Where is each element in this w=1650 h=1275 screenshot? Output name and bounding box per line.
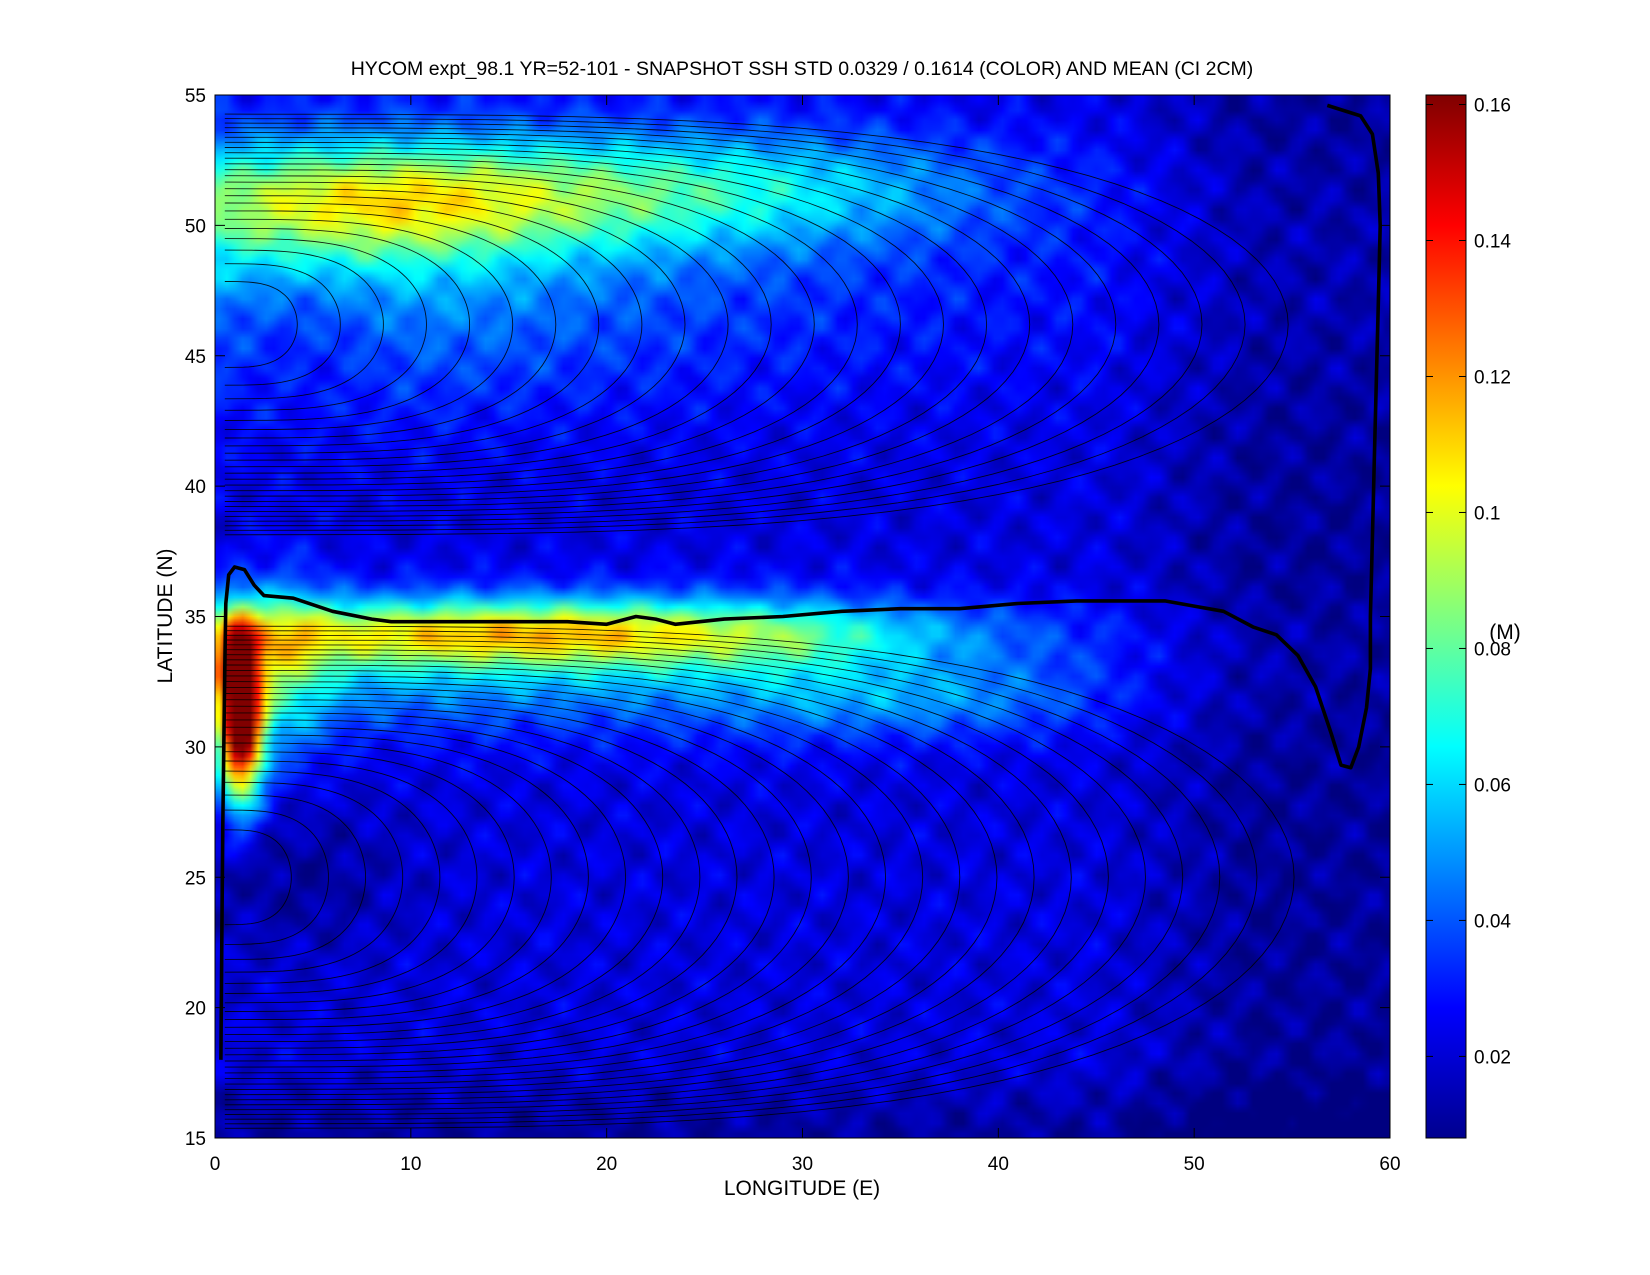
x-axis: 0 10 20 30 40 50 60 — [210, 95, 1401, 1175]
mean-ssh-contour — [224, 686, 849, 1068]
mean-ssh-contour — [224, 181, 729, 468]
mean-ssh-contour — [224, 719, 664, 1036]
mean-ssh-contour — [224, 157, 901, 492]
mean-ssh-contour — [224, 726, 627, 1028]
colorbar-tick-label: 0.16 — [1474, 96, 1511, 117]
y-axis: 15 20 25 30 35 40 45 50 55 — [185, 86, 1390, 1150]
mean-ssh-contour — [224, 664, 998, 1090]
mean-ssh-contour — [224, 751, 515, 1004]
mean-ssh-contour — [224, 238, 427, 411]
y-tick-label: 15 — [185, 1129, 206, 1150]
y-tick-label: 50 — [185, 216, 206, 237]
mean-ssh-contour — [224, 195, 643, 454]
colorbar-ticks: 0.02 0.04 0.06 0.08 0.1 0.12 0.14 0.16 — [1426, 96, 1511, 1068]
x-tick-label: 40 — [988, 1154, 1009, 1175]
colorbar-unit-label: (M) — [1489, 621, 1520, 644]
mean-ssh-contour — [224, 809, 329, 945]
mean-ssh-contour — [224, 152, 944, 497]
mean-ssh-contours — [219, 103, 1382, 1129]
colorbar-tick-label: 0.04 — [1474, 911, 1511, 932]
mean-ssh-contour — [224, 127, 1160, 522]
zero-ssh-contour — [219, 103, 1382, 1060]
colorbar-tick-label: 0.02 — [1474, 1047, 1511, 1068]
colorbar-tick-label: 0.14 — [1474, 232, 1511, 253]
y-axis-label: LATITUDE (N) — [154, 549, 177, 684]
x-tick-label: 50 — [1184, 1154, 1205, 1175]
mean-ssh-contour — [224, 634, 1221, 1120]
mean-ssh-contour — [224, 169, 815, 480]
x-axis-label: LONGITUDE (E) — [724, 1177, 880, 1200]
mean-ssh-contour — [224, 141, 1031, 508]
mean-ssh-contour — [224, 163, 858, 486]
mean-ssh-contour — [224, 147, 988, 502]
mean-ssh-contour — [224, 218, 514, 431]
mean-ssh-contour — [224, 644, 1146, 1111]
mean-ssh-contour — [224, 699, 775, 1056]
y-tick-label: 30 — [185, 738, 206, 759]
mean-ssh-contour — [224, 770, 441, 984]
x-tick-label: 10 — [400, 1154, 421, 1175]
mean-ssh-contour — [224, 132, 1117, 517]
mean-ssh-contour — [224, 781, 404, 973]
colorbar-tick-label: 0.1 — [1474, 503, 1500, 524]
y-tick-label: 25 — [185, 868, 206, 889]
mean-ssh-contour — [224, 712, 701, 1043]
mean-ssh-contour — [224, 794, 367, 960]
mean-ssh-contour — [224, 249, 384, 400]
colorbar-tick-label: 0.12 — [1474, 367, 1511, 388]
x-tick-label: 0 — [210, 1154, 221, 1175]
mean-ssh-contour — [224, 659, 1035, 1096]
mean-ssh-contour — [224, 760, 478, 994]
mean-ssh-contour — [224, 681, 887, 1074]
colorbar — [1425, 94, 1467, 1139]
mean-ssh-contour — [224, 210, 557, 439]
mean-ssh-contour — [224, 675, 924, 1080]
mean-ssh-contour — [224, 654, 1072, 1101]
x-tick-label: 20 — [596, 1154, 617, 1175]
mean-ssh-contour — [224, 625, 1295, 1129]
mean-ssh-contour — [224, 228, 471, 421]
colorbar-tick-label: 0.08 — [1474, 639, 1511, 660]
x-tick-label: 30 — [792, 1154, 813, 1175]
mean-ssh-contour — [224, 136, 1074, 513]
x-tick-label: 60 — [1379, 1154, 1400, 1175]
mean-ssh-contour — [224, 693, 812, 1062]
mean-ssh-contour — [224, 175, 772, 474]
mean-ssh-contour — [224, 122, 1203, 527]
chart-title: HYCOM expt_98.1 YR=52-101 - SNAPSHOT SSH… — [351, 58, 1254, 80]
mean-ssh-contour — [224, 829, 292, 926]
mean-ssh-contour — [224, 263, 341, 386]
colorbar-tick-label: 0.06 — [1474, 775, 1511, 796]
mean-ssh-contour — [224, 705, 738, 1049]
mean-ssh-contour — [224, 118, 1246, 531]
mean-ssh-contour — [224, 281, 298, 368]
y-tick-label: 20 — [185, 999, 206, 1020]
mean-ssh-contour — [224, 113, 1289, 536]
mean-ssh-contour — [224, 649, 1109, 1106]
mean-ssh-contour — [224, 202, 600, 447]
y-tick-label: 40 — [185, 477, 206, 498]
y-tick-label: 45 — [185, 347, 206, 368]
mean-ssh-contour — [224, 639, 1184, 1115]
y-tick-label: 55 — [185, 86, 206, 107]
y-tick-label: 35 — [185, 608, 206, 629]
mean-ssh-contour — [224, 669, 961, 1085]
mean-ssh-contour — [224, 742, 552, 1012]
mean-ssh-contour — [224, 734, 589, 1021]
mean-ssh-contour — [224, 188, 686, 461]
mean-ssh-contour — [224, 630, 1258, 1125]
